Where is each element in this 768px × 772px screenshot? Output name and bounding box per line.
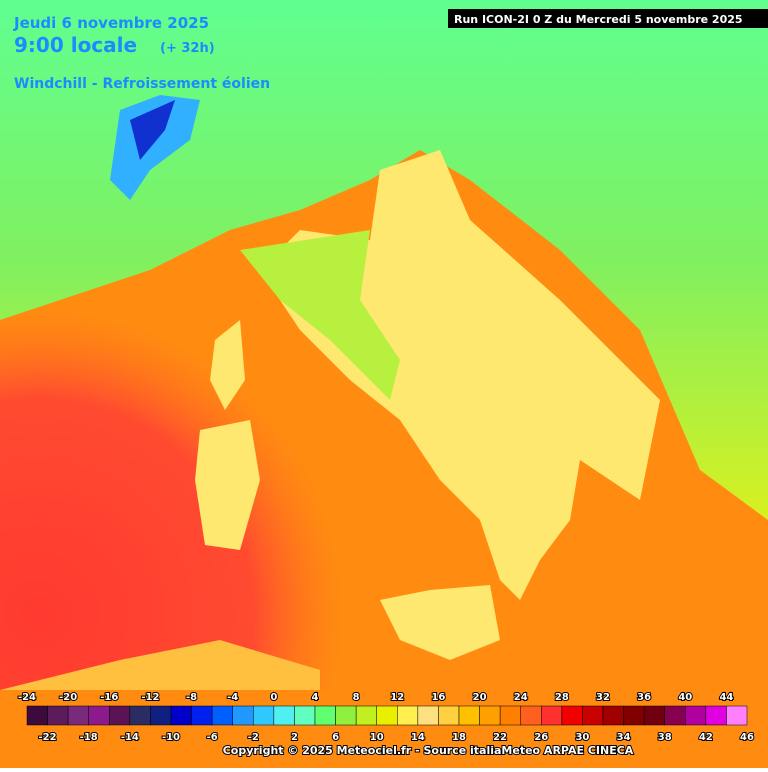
- legend-label: 36: [637, 692, 651, 703]
- date: Jeudi 6 novembre 2025: [13, 14, 209, 32]
- legend-label: 0: [270, 692, 277, 703]
- apennines: [240, 230, 400, 400]
- time: 9:00 locale: [14, 33, 137, 57]
- color-swatch: [705, 705, 727, 726]
- legend-label: 16: [431, 692, 445, 703]
- color-swatch: [294, 705, 316, 726]
- color-swatch: [335, 705, 357, 726]
- legend-label: 32: [596, 692, 610, 703]
- legend-label: 8: [353, 692, 360, 703]
- parameter: Windchill - Refroissement éolien: [14, 76, 270, 92]
- color-swatch: [150, 705, 172, 726]
- legend-label: 30: [575, 732, 589, 743]
- legend-label: -6: [207, 732, 218, 743]
- color-swatch: [129, 705, 151, 726]
- sardinia: [195, 420, 260, 550]
- copyright: Copyright © 2025 Meteociel.fr - Source i…: [223, 744, 634, 757]
- color-swatch: [67, 705, 89, 726]
- north-africa: [0, 640, 320, 690]
- legend-label: 4: [312, 692, 319, 703]
- legend-label: 46: [740, 732, 754, 743]
- color-swatch: [520, 705, 542, 726]
- legend-label: -12: [141, 692, 159, 703]
- color-swatch: [602, 705, 624, 726]
- color-swatch: [376, 705, 398, 726]
- color-swatch: [623, 705, 645, 726]
- legend-label: 44: [719, 692, 733, 703]
- sicily: [380, 585, 500, 660]
- legend-label: 40: [678, 692, 692, 703]
- color-swatch: [47, 705, 69, 726]
- color-swatch: [479, 705, 501, 726]
- legend-label: -2: [248, 732, 259, 743]
- color-swatch: [355, 705, 377, 726]
- color-swatch: [643, 705, 665, 726]
- color-swatch: [26, 705, 48, 726]
- legend-label: -18: [80, 732, 98, 743]
- legend-label: 14: [411, 732, 425, 743]
- legend-label: -14: [121, 732, 139, 743]
- color-swatch: [397, 705, 419, 726]
- color-swatch: [253, 705, 275, 726]
- legend-label: 24: [514, 692, 528, 703]
- legend-label: -24: [18, 692, 36, 703]
- legend-label: 22: [493, 732, 507, 743]
- color-swatch: [88, 705, 110, 726]
- legend-label: -22: [39, 732, 57, 743]
- color-swatch: [726, 705, 748, 726]
- run-info: Run ICON-2I 0 Z du Mercredi 5 novembre 2…: [454, 13, 743, 26]
- legend-label: 6: [332, 732, 339, 743]
- legend-label: -4: [227, 692, 238, 703]
- color-swatch: [211, 705, 233, 726]
- lead-time: (+ 32h): [160, 41, 215, 56]
- legend-label: 28: [555, 692, 569, 703]
- color-swatch: [458, 705, 480, 726]
- legend-label: -8: [186, 692, 197, 703]
- color-swatch: [561, 705, 583, 726]
- color-swatch: [541, 705, 563, 726]
- color-swatch: [582, 705, 604, 726]
- run-box: [448, 9, 768, 28]
- legend-label: 42: [699, 732, 713, 743]
- legend-label: -10: [162, 732, 180, 743]
- legend-label: 34: [617, 732, 631, 743]
- alps-coldest: [130, 100, 175, 160]
- color-swatch: [499, 705, 521, 726]
- legend-label: 38: [658, 732, 672, 743]
- color-swatch: [664, 705, 686, 726]
- color-swatch: [273, 705, 295, 726]
- legend-label: 26: [534, 732, 548, 743]
- color-swatch: [191, 705, 213, 726]
- legend-label: 18: [452, 732, 466, 743]
- color-swatch: [417, 705, 439, 726]
- color-swatch: [170, 705, 192, 726]
- legend-label: 12: [390, 692, 404, 703]
- color-swatch: [109, 705, 131, 726]
- legend-label: -20: [59, 692, 77, 703]
- legend-label: 2: [291, 732, 298, 743]
- color-swatch: [438, 705, 460, 726]
- legend-label: -16: [100, 692, 118, 703]
- corsica: [210, 320, 245, 410]
- legend-label: 20: [473, 692, 487, 703]
- legend-background: [0, 690, 768, 768]
- color-swatch: [232, 705, 254, 726]
- color-swatch: [685, 705, 707, 726]
- color-swatch: [314, 705, 336, 726]
- legend-label: 10: [370, 732, 384, 743]
